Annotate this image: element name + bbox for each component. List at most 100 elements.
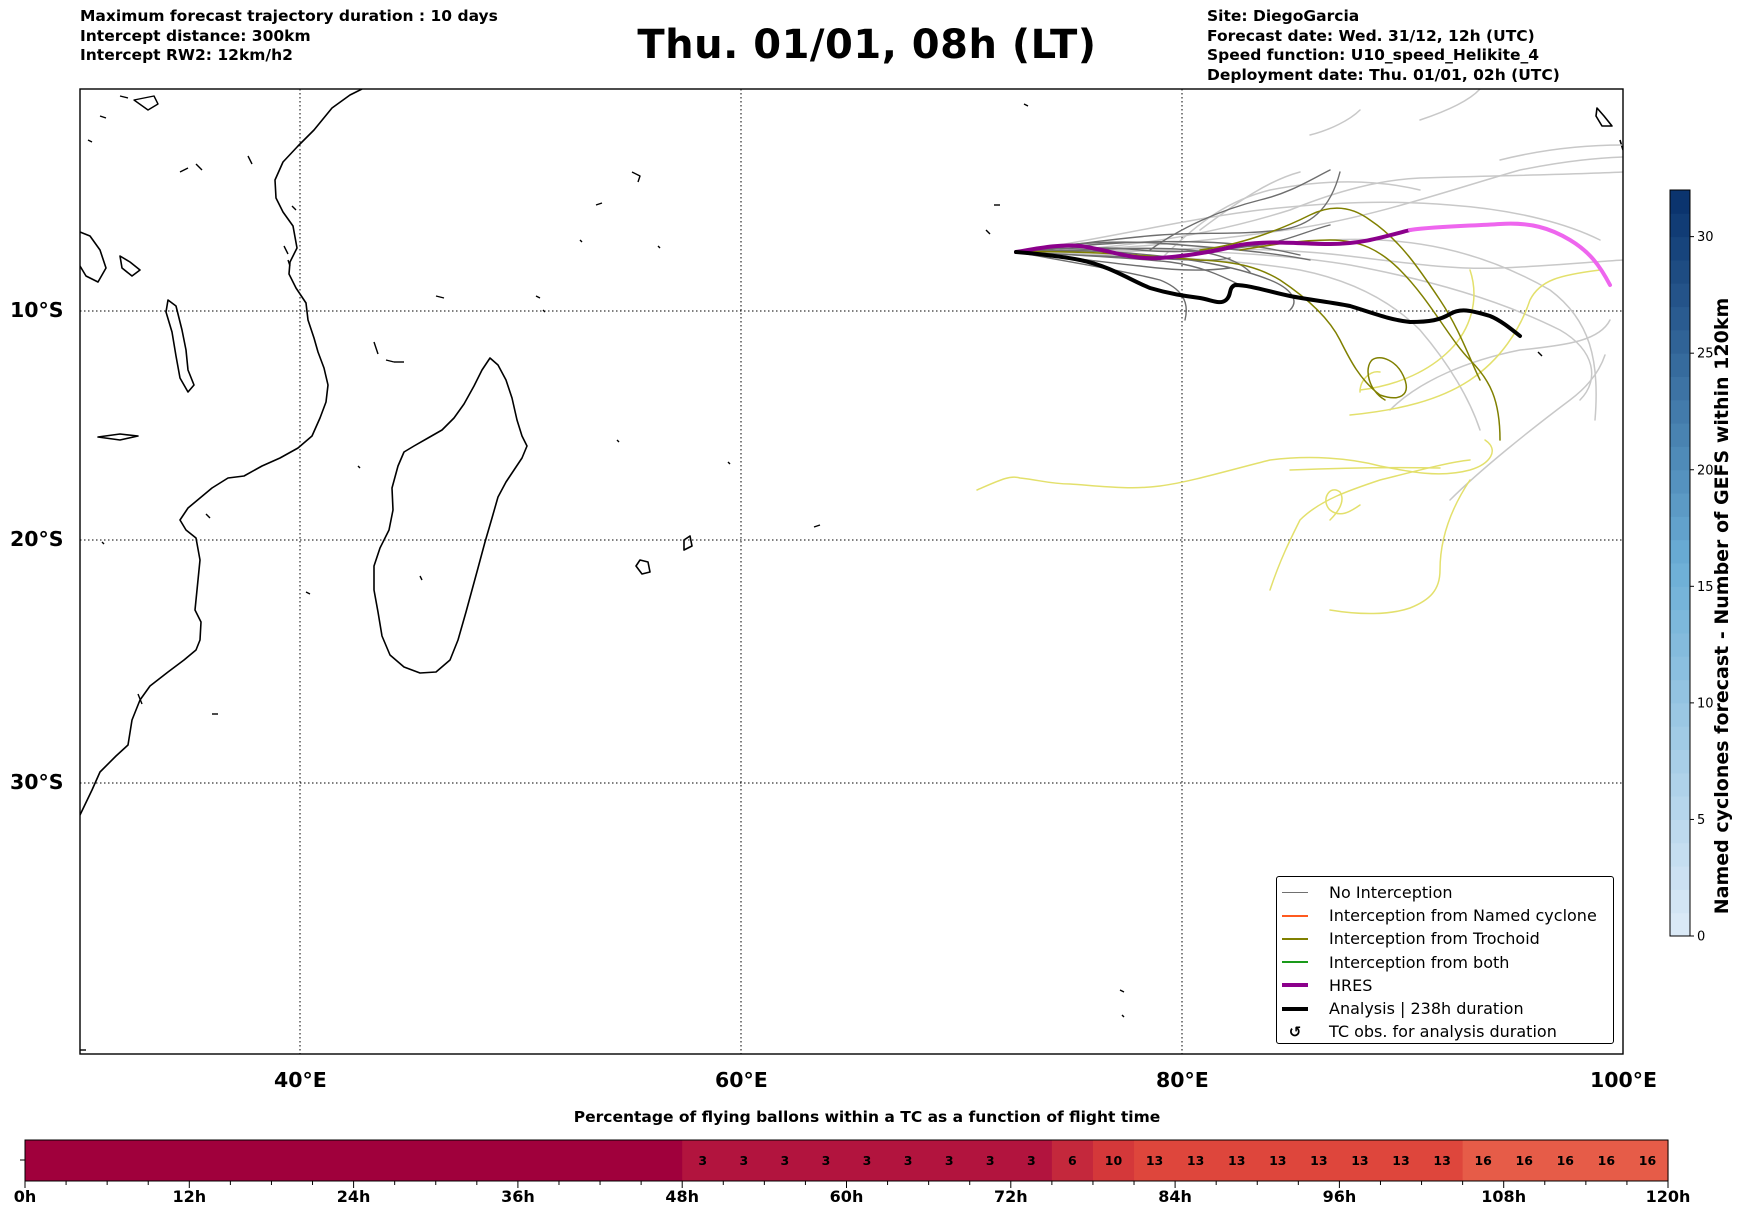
progress-cell bbox=[805, 1140, 848, 1181]
lat-tick-label: 30°S bbox=[10, 770, 64, 794]
colorbar-cell bbox=[1670, 842, 1690, 867]
colorbar-cell bbox=[1670, 493, 1690, 517]
progress-cell bbox=[1092, 1140, 1135, 1181]
colorbar-title: Named cyclones forecast - Number of GEFS… bbox=[1711, 297, 1733, 915]
progress-tick-label: 0h bbox=[13, 1187, 37, 1206]
progress-cell bbox=[66, 1140, 108, 1181]
progress-cell bbox=[1503, 1140, 1546, 1181]
lon-tick-label: 60°E bbox=[715, 1068, 768, 1092]
progress-cell bbox=[353, 1140, 396, 1181]
progress-cell bbox=[1051, 1140, 1094, 1181]
colorbar-cell bbox=[1670, 213, 1690, 238]
island-coastline bbox=[97, 433, 139, 441]
legend-item: ↺ TC obs. for analysis duration bbox=[1277, 1020, 1613, 1043]
progress-cell bbox=[887, 1140, 930, 1181]
progress-cell-label: 13 bbox=[1228, 1153, 1245, 1168]
legend-swatch bbox=[1282, 891, 1308, 894]
colorbar-cell bbox=[1670, 749, 1690, 774]
colorbar-cell bbox=[1670, 539, 1690, 564]
legend-swatch bbox=[1282, 1006, 1308, 1011]
colorbar-cell bbox=[1670, 912, 1690, 937]
colorbar-cell bbox=[1670, 469, 1690, 494]
progress-cell bbox=[394, 1140, 437, 1181]
africa-coastline bbox=[80, 89, 363, 816]
header-info-line: Forecast date: Wed. 31/12, 12h (UTC) bbox=[1207, 26, 1535, 45]
colorbar-tick-label: 20 bbox=[1697, 463, 1714, 478]
map-legend: No Interception Interception from Named … bbox=[1276, 876, 1614, 1044]
legend-item: Analysis | 238h duration bbox=[1277, 997, 1613, 1020]
page-title: Thu. 01/01, 08h (LT) bbox=[637, 22, 1097, 68]
colorbar-cell bbox=[1670, 329, 1690, 354]
legend-label: Analysis | 238h duration bbox=[1329, 999, 1524, 1019]
colorbar-cell bbox=[1670, 376, 1690, 401]
colorbar-cell bbox=[1670, 563, 1690, 587]
madagascar-coastline bbox=[373, 357, 528, 674]
progress-tick-label: 36h bbox=[501, 1187, 535, 1206]
legend-item: Interception from Trochoid bbox=[1277, 927, 1613, 950]
island-coastline bbox=[683, 535, 693, 551]
progress-cell-label: 13 bbox=[1392, 1153, 1409, 1168]
lat-tick-label: 20°S bbox=[10, 527, 64, 551]
progress-cell bbox=[1134, 1140, 1176, 1181]
progress-tick-label: 12h bbox=[172, 1187, 207, 1206]
colorbar-tick-label: 5 bbox=[1697, 813, 1705, 828]
lon-tick-label: 40°E bbox=[274, 1068, 327, 1092]
progress-cell bbox=[1421, 1140, 1464, 1181]
legend-swatch bbox=[1282, 961, 1308, 963]
legend-item: No Interception bbox=[1277, 881, 1613, 904]
progress-cell bbox=[230, 1140, 273, 1181]
progress-cell-label: 13 bbox=[1146, 1153, 1163, 1168]
colorbar: 0 5 10 15 20 25 30 bbox=[1669, 189, 1714, 945]
legend-label: HRES bbox=[1329, 975, 1373, 995]
colorbar-cell bbox=[1670, 796, 1690, 820]
progress-cell bbox=[1544, 1140, 1587, 1181]
progress-cell bbox=[1462, 1140, 1505, 1181]
header-info-line: Deployment date: Thu. 01/01, 02h (UTC) bbox=[1207, 65, 1560, 84]
progress-cell-label: 3 bbox=[986, 1153, 995, 1168]
island-coastline bbox=[165, 299, 195, 393]
progress-tick-label: 72h bbox=[993, 1187, 1028, 1206]
legend-swatch bbox=[1282, 938, 1308, 940]
progress-cell-label: 13 bbox=[1269, 1153, 1286, 1168]
progress-tick-label: 84h bbox=[1158, 1187, 1192, 1206]
progress-cell bbox=[517, 1140, 560, 1181]
colorbar-cell bbox=[1670, 399, 1690, 424]
legend-item: Interception from Named cyclone bbox=[1277, 904, 1613, 927]
tc-percentage-strip: 3 3 3 3 3 3 3 3 3 6 10 13 13 13 13 13 13 13 13 16 16 16 16 16 bbox=[20, 1139, 1669, 1188]
map-frame bbox=[79, 88, 1624, 1055]
legend-item: HRES bbox=[1277, 974, 1613, 997]
progress-cell bbox=[271, 1140, 314, 1181]
progress-cell bbox=[1298, 1140, 1340, 1181]
header-info-left: Maximum forecast trajectory duration : 1… bbox=[80, 7, 498, 66]
progress-cell bbox=[723, 1140, 765, 1181]
header-info-line: Speed function: U10_speed_Helikite_4 bbox=[1207, 46, 1540, 64]
header-info-line: Maximum forecast trajectory duration : 1… bbox=[80, 7, 498, 25]
progress-cell-label: 13 bbox=[1433, 1153, 1450, 1168]
progress-cell bbox=[846, 1140, 889, 1181]
progress-cell bbox=[682, 1140, 724, 1181]
progress-tick-label: 48h bbox=[665, 1187, 700, 1206]
legend-label: Interception from Named cyclone bbox=[1329, 906, 1597, 926]
colorbar-tick-label: 0 bbox=[1697, 930, 1705, 945]
progress-cell-label: 13 bbox=[1351, 1153, 1368, 1168]
progress-cell bbox=[1257, 1140, 1299, 1181]
progress-cell bbox=[1216, 1140, 1258, 1181]
colorbar-cell bbox=[1670, 586, 1690, 611]
progress-cell bbox=[1626, 1140, 1669, 1181]
progress-cell bbox=[148, 1140, 190, 1181]
legend-swatch bbox=[1282, 915, 1308, 917]
progress-cell-label: 10 bbox=[1105, 1153, 1123, 1168]
legend-item: Interception from both bbox=[1277, 951, 1613, 974]
progress-cell bbox=[189, 1140, 231, 1181]
progress-tick-label: 60h bbox=[829, 1187, 864, 1206]
progress-tick-label: 96h bbox=[1322, 1187, 1357, 1206]
colorbar-tick-label: 15 bbox=[1697, 580, 1714, 595]
progress-cell bbox=[1585, 1140, 1628, 1181]
progress-cell bbox=[600, 1140, 642, 1181]
progress-cell-label: 16 bbox=[1474, 1153, 1492, 1168]
island-coastline bbox=[635, 559, 651, 575]
analysis-trajectory bbox=[1014, 250, 1522, 338]
progress-cell bbox=[1380, 1140, 1423, 1181]
progress-cell-label: 3 bbox=[904, 1153, 913, 1168]
progress-cell-label: 6 bbox=[1068, 1153, 1077, 1168]
